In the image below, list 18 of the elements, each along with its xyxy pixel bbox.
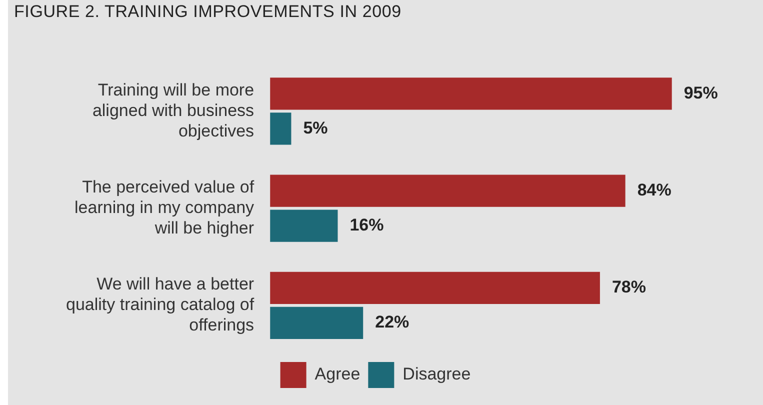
bar [270, 306, 364, 340]
y-tick-label: The perceived value of learning in my company will be higher [74, 178, 255, 238]
chart-title: FIGURE 2. TRAINING IMPROVEMENTS IN 2009 [14, 2, 402, 22]
y-tick-label: We will have a better quality training catalog of offerings [66, 274, 254, 335]
y-tick-label: Training will be more aligned with business objectives [92, 80, 254, 140]
data-label: 84% [637, 180, 672, 200]
bar [270, 272, 600, 304]
data-label: 5% [303, 118, 328, 138]
bar [270, 174, 626, 207]
data-label: 95% [684, 83, 718, 102]
data-label: 16% [350, 215, 384, 234]
bar [270, 112, 292, 145]
legend-label: Disagree [402, 364, 471, 384]
data-label: 78% [612, 278, 646, 297]
legend-label: Agree [314, 364, 360, 384]
data-label: 22% [375, 312, 410, 332]
bar [270, 210, 338, 242]
bar [270, 78, 672, 110]
